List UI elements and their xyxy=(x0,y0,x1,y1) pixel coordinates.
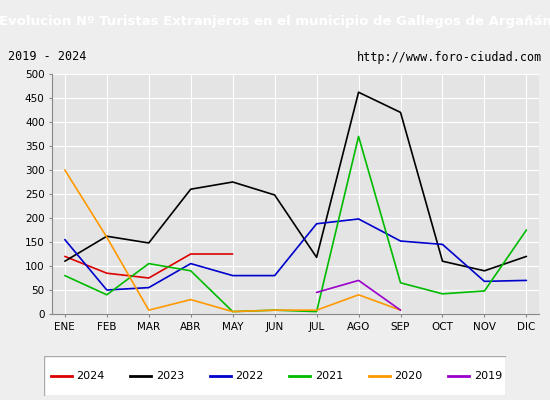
Text: 2022: 2022 xyxy=(235,371,263,381)
Text: 2020: 2020 xyxy=(394,371,422,381)
Text: Evolucion Nº Turistas Extranjeros en el municipio de Gallegos de Argañán: Evolucion Nº Turistas Extranjeros en el … xyxy=(0,14,550,28)
FancyBboxPatch shape xyxy=(44,356,506,396)
Text: 2023: 2023 xyxy=(156,371,184,381)
Text: http://www.foro-ciudad.com: http://www.foro-ciudad.com xyxy=(356,50,542,64)
Text: 2021: 2021 xyxy=(315,371,343,381)
Text: 2019 - 2024: 2019 - 2024 xyxy=(8,50,87,64)
Text: 2024: 2024 xyxy=(76,371,104,381)
Text: 2019: 2019 xyxy=(474,371,502,381)
